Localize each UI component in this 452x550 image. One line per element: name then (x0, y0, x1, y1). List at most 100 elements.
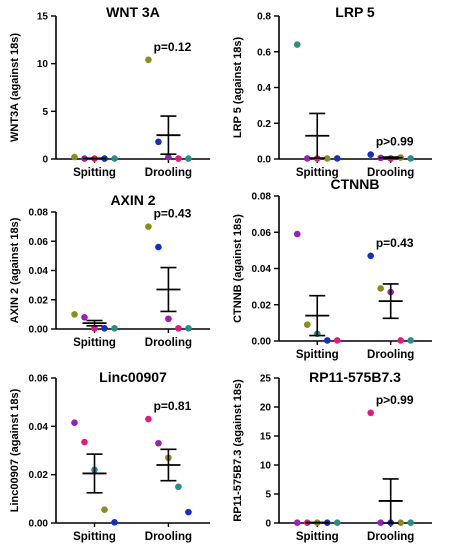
y-tick-label: 0.8 (257, 12, 271, 23)
data-point (165, 153, 172, 161)
data-point (293, 41, 301, 48)
y-tick-label: 0.06 (29, 374, 49, 385)
y-tick-label: 0 (265, 519, 271, 530)
panel-title: CTNNB (331, 176, 380, 192)
data-point (71, 153, 78, 161)
y-axis-label: AXIN 2 (against 18s) (9, 217, 21, 323)
category-label: Drooling (145, 337, 192, 349)
category-label: Drooling (367, 167, 414, 179)
category-label: Drooling (367, 349, 414, 361)
panel-3: AXIN 2 AXIN 2 (against 18s) 0.00 0.02 0.04 0.… (9, 192, 210, 349)
data-point (175, 155, 182, 162)
category-label: Spitting (296, 349, 339, 361)
data-point (185, 324, 192, 332)
data-point (145, 223, 152, 230)
category-label: Spitting (73, 337, 116, 349)
y-tick-label: 0.0 (257, 155, 271, 166)
panel-title: AXIN 2 (110, 192, 155, 208)
y-axis-label: WNT3A (against 18s) (9, 33, 21, 142)
panel-4: CTNNB CTNNB (against 18s) 0.00 0.02 0.04 0.06… (232, 176, 432, 361)
data-point (367, 409, 374, 417)
data-point (111, 324, 118, 332)
p-value-annotation: p=0.81 (154, 399, 192, 413)
data-point (145, 415, 152, 423)
y-tick-label: 0.08 (29, 208, 49, 219)
data-point (377, 285, 384, 292)
data-point (397, 519, 404, 527)
y-tick-label: 5 (265, 490, 271, 501)
y-tick-label: 20 (260, 403, 272, 414)
data-point (155, 138, 162, 146)
y-tick-label: 5 (42, 107, 48, 118)
y-tick-label: 25 (260, 374, 272, 385)
y-tick-label: 10 (260, 461, 272, 472)
y-tick-label: 0.04 (29, 422, 49, 433)
data-point (333, 519, 341, 527)
p-value-annotation: p>0.99 (376, 393, 414, 407)
p-value-annotation: p=0.12 (154, 40, 192, 54)
y-axis-label: CTNNB (against 18s) (232, 214, 244, 323)
y-tick-label: 0.02 (252, 300, 272, 311)
y-tick-label: 0.08 (252, 192, 272, 203)
data-point (71, 419, 78, 427)
data-point (155, 439, 162, 447)
data-point (71, 311, 78, 318)
data-point (145, 56, 152, 64)
data-point (81, 438, 88, 446)
category-label: Drooling (145, 531, 192, 543)
data-point (333, 155, 341, 162)
data-point (175, 324, 182, 332)
data-point (81, 314, 88, 321)
panel-6: RP11-575B7.3 RP11-575B7.3 (against 18s) 0 5… (232, 369, 432, 543)
data-point (323, 155, 331, 162)
panel-2: LRP 5 LRP 5 (against 18s) 0.0 0.2 0.4 0.6 0.8 S… (232, 4, 432, 179)
data-point (407, 519, 414, 527)
data-point (367, 151, 374, 158)
y-tick-label: 0.02 (29, 295, 49, 306)
panel-title: RP11-575B7.3 (309, 369, 401, 385)
category-label: Drooling (145, 167, 192, 179)
data-point (407, 337, 414, 344)
y-tick-label: 0.04 (252, 264, 272, 275)
data-point (377, 519, 384, 527)
data-point (101, 324, 108, 332)
data-point (185, 508, 192, 516)
y-tick-label: 0.00 (29, 519, 49, 530)
y-tick-label: 0.06 (29, 237, 49, 248)
p-value-annotation: p=0.43 (154, 207, 192, 221)
category-label: Spitting (73, 167, 116, 179)
y-tick-label: 0.2 (257, 119, 271, 130)
data-point (155, 243, 162, 251)
data-point (293, 230, 301, 238)
panel-5: Linc00907 Linc00907 (against 18s) 0.00 0.02… (9, 369, 210, 543)
data-point (111, 155, 118, 162)
y-tick-label: 0.04 (29, 266, 49, 277)
y-tick-label: 0.00 (252, 337, 272, 348)
y-tick-label: 0.02 (29, 470, 49, 481)
panel-title: LRP 5 (335, 4, 375, 20)
data-point (303, 321, 311, 328)
panel-1: WNT 3A WNT3A (against 18s) 0 5 10 15 Spitting D… (9, 4, 210, 179)
y-tick-label: 0.06 (252, 228, 272, 239)
data-point (303, 155, 311, 162)
y-tick-label: 15 (260, 432, 272, 443)
y-axis-label: LRP 5 (against 18s) (232, 37, 244, 139)
panel-title: WNT 3A (106, 4, 160, 20)
y-tick-label: 0.6 (257, 47, 271, 58)
data-point (407, 155, 414, 162)
y-tick-label: 15 (37, 12, 49, 23)
data-point (185, 155, 192, 162)
data-point (333, 337, 341, 344)
p-value-annotation: p>0.99 (376, 135, 414, 149)
y-tick-label: 10 (37, 59, 49, 70)
panel-title: Linc00907 (99, 369, 167, 385)
y-axis-label: Linc00907 (against 18s) (9, 388, 21, 512)
data-point (91, 324, 98, 332)
category-label: Spitting (296, 531, 339, 543)
data-point (397, 337, 404, 344)
category-label: Spitting (73, 531, 116, 543)
data-point (101, 506, 108, 514)
y-tick-label: 0.00 (29, 325, 49, 336)
data-point (323, 337, 331, 344)
